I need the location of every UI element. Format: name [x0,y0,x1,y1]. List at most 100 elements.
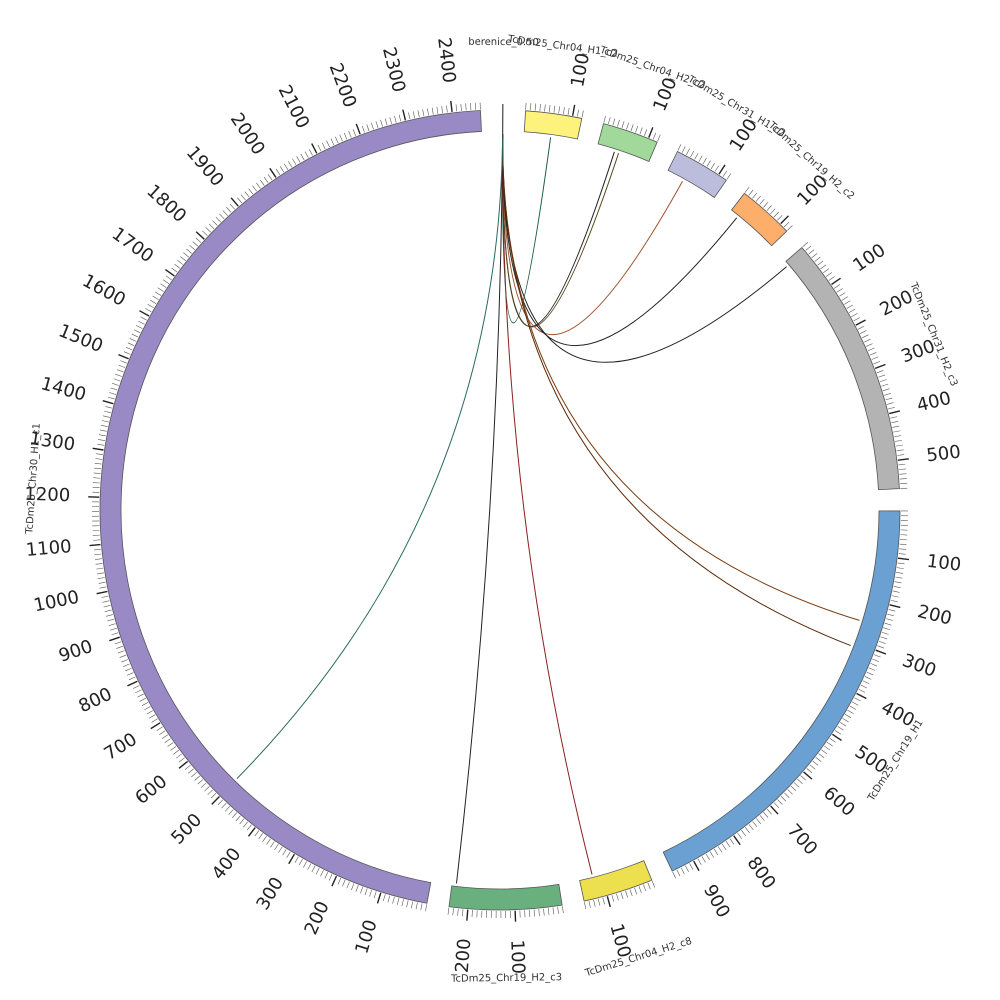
minor-tick [360,886,364,894]
minor-tick [427,108,429,116]
minor-tick [103,605,111,608]
minor-tick [741,829,746,836]
minor-tick [698,155,703,162]
minor-tick [252,185,257,192]
minor-tick [714,165,720,172]
minor-tick [722,170,728,177]
minor-tick [896,567,904,569]
minor-tick [96,567,104,570]
minor-tick [752,821,758,828]
minor-tick [215,216,222,223]
minor-tick [892,590,900,593]
ideogram-band [785,246,900,491]
minor-tick [780,795,787,802]
segment-name: TcDm25_Chr04_H2_c8 [583,936,693,980]
segment-name: berenice_0.50 [468,37,539,49]
minor-tick [557,906,559,914]
minor-tick [777,799,783,805]
minor-tick [283,163,289,170]
minor-tick [144,706,151,711]
minor-tick [681,146,686,153]
tick-label: 2400 [433,36,459,84]
minor-tick [457,908,459,916]
minor-tick [136,325,143,329]
minor-tick [534,103,537,111]
minor-tick [228,809,234,815]
major-tick [831,277,842,285]
tick-label: 900 [699,881,734,921]
tick-label: 1100 [25,536,72,561]
minor-tick [149,299,157,304]
minor-tick [111,632,119,636]
tick-label: 100 [849,240,889,277]
minor-tick [809,764,816,770]
minor-tick [114,641,122,645]
minor-tick [873,361,881,365]
link-2 [502,134,615,327]
minor-tick [116,369,124,373]
minor-tick [133,329,141,334]
minor-tick [552,907,555,915]
minor-tick [237,197,243,204]
minor-tick [884,622,892,626]
minor-tick [335,136,339,144]
minor-tick [178,757,185,763]
tick-label: 100 [567,51,594,89]
major-tick [109,636,120,642]
tick-label: 200 [301,898,334,938]
minor-tick [829,737,836,743]
minor-tick [217,799,224,806]
minor-tick [462,909,464,917]
minor-tick [756,818,762,824]
minor-tick [620,892,624,900]
minor-tick [899,539,907,541]
links-layer [236,134,860,884]
tick-label: 800 [75,684,115,718]
minor-tick [773,211,779,218]
major-tick [376,892,382,904]
minor-tick [195,237,202,243]
minor-tick [155,291,162,296]
minor-tick [110,627,117,631]
minor-tick [826,741,833,747]
minor-tick [165,275,172,281]
minor-tick [315,867,320,875]
minor-tick [373,891,377,899]
minor-tick [752,192,758,199]
major-tick [832,733,842,742]
minor-tick [262,835,267,842]
major-tick [288,853,295,865]
minor-tick [895,576,903,579]
tick-label: 900 [56,636,95,667]
minor-tick [110,387,118,391]
minor-tick [834,284,841,289]
major-tick [331,875,338,887]
minor-tick [857,325,865,330]
minor-tick [617,119,620,127]
major-tick [450,100,453,112]
minor-tick [173,749,180,755]
minor-tick [860,684,868,689]
minor-tick [159,730,166,735]
minor-tick [98,434,106,437]
tick-label: 400 [915,388,953,417]
minor-tick [848,308,856,313]
minor-tick [862,680,870,685]
minor-tick [147,303,154,309]
minor-tick [805,245,812,251]
major-tick [127,680,138,687]
minor-tick [896,449,904,452]
minor-tick [811,253,818,258]
minor-tick [543,908,545,916]
minor-tick [533,909,535,917]
minor-tick [885,397,893,401]
minor-tick [375,121,379,129]
minor-tick [348,130,352,138]
minor-tick [107,396,115,400]
minor-tick [164,738,171,743]
minor-tick [194,775,201,781]
minor-tick [820,264,827,270]
segment-tcdm25-chr19-h1: 100200300400500600700800900TcDm25_Chr19_… [662,510,962,921]
minor-tick [118,364,126,368]
